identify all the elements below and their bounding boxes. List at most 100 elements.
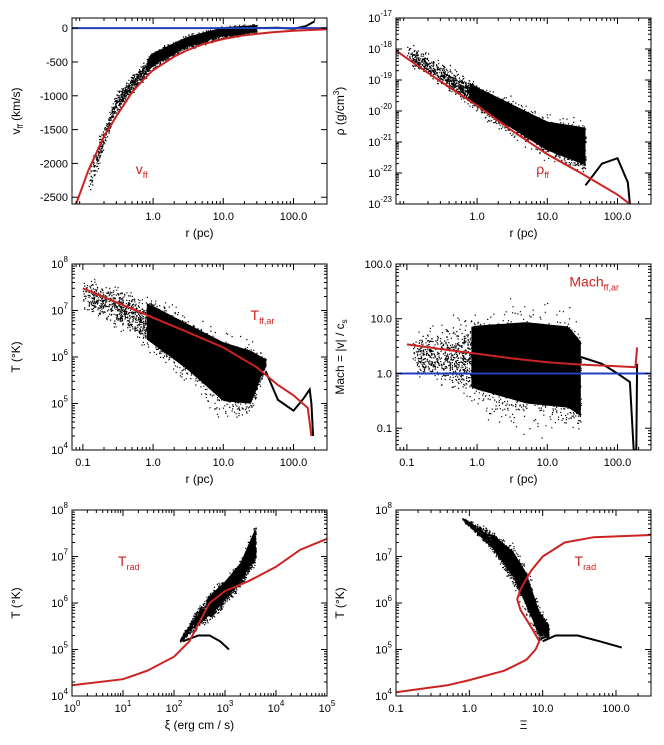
y-tick-label: -500 xyxy=(46,57,68,69)
data-tail xyxy=(584,156,631,204)
x-tick-label: 10.0 xyxy=(537,211,558,223)
y-tick-label: 100.0 xyxy=(364,259,392,271)
x-axis-label: r (pc) xyxy=(186,472,214,486)
data-core xyxy=(492,534,549,637)
data-cloud xyxy=(179,527,257,643)
series-annotation: ρff xyxy=(536,161,549,180)
x-tick-label: 101 xyxy=(115,699,132,715)
x-axis-label: ξ (erg cm / s) xyxy=(165,718,234,732)
series-annotation: vff xyxy=(136,161,148,180)
y-tick-label: 0.1 xyxy=(377,423,392,435)
y-tick-label: 10-19 xyxy=(368,71,392,87)
x-tick-label: 1.0 xyxy=(462,703,477,715)
x-axis-label: Ξ xyxy=(520,718,528,732)
series-annotation: Tff,ar xyxy=(251,307,275,326)
y-tick-label: 10-22 xyxy=(368,164,392,180)
y-tick-label: 10-23 xyxy=(368,195,392,211)
data-tail xyxy=(580,356,639,450)
y-tick-label: 106 xyxy=(375,594,392,610)
chart-p5: 100 101 102 103 104 105 104 105 106 107 108 ξ (erg … xyxy=(9,501,336,732)
x-tick-label: 100 xyxy=(64,699,81,715)
x-tick-label: 0.1 xyxy=(75,457,90,469)
x-tick-label: 1.0 xyxy=(145,211,160,223)
plot-area xyxy=(396,45,631,204)
model-curve xyxy=(72,537,327,687)
y-tick-label: -1000 xyxy=(40,91,68,103)
chart-p6: 0.1 1.0 10.0 100.0 104 105 106 107 108 Ξ T (°K) Tra… xyxy=(333,501,652,732)
y-tick-label: 105 xyxy=(51,641,68,657)
x-axis-label: r (pc) xyxy=(510,472,538,486)
series-annotation: Trad xyxy=(575,553,597,572)
y-tick-label: 108 xyxy=(51,501,68,517)
x-tick-label: 0.1 xyxy=(399,457,414,469)
plot-area xyxy=(396,298,651,450)
y-tick-label: 104 xyxy=(375,687,392,703)
x-tick-label: 102 xyxy=(166,699,183,715)
plot-frame xyxy=(395,509,652,697)
y-tick-label: 107 xyxy=(51,548,68,564)
chart-p2: 1.0 10.0 100.0 10-17 10-18 10-19 10-20 10-21 10-… xyxy=(332,9,652,240)
chart-p1: 1.0 10.0 100.0 0 -500 -1000 -1500 -2000 -2500 r (… xyxy=(9,17,328,240)
y-tick-label: -1500 xyxy=(40,125,68,137)
y-axis-label: T (°K) xyxy=(9,587,23,618)
model-curve xyxy=(406,343,639,369)
data-tail xyxy=(264,370,315,437)
plot-frame xyxy=(71,509,328,697)
x-tick-label: 105 xyxy=(319,699,336,715)
model-curve xyxy=(82,287,313,437)
x-tick-label: 100.0 xyxy=(280,211,308,223)
y-tick-label: 105 xyxy=(51,395,68,411)
model-curve xyxy=(396,49,631,204)
x-tick-label: 0.1 xyxy=(388,703,403,715)
x-tick-label: 100.0 xyxy=(604,457,632,469)
y-axis-label: Mach = |v| / cs xyxy=(333,319,349,394)
x-tick-label: 100.0 xyxy=(604,211,632,223)
data-core xyxy=(471,322,581,417)
y-tick-label: 108 xyxy=(51,255,68,271)
y-tick-label: 104 xyxy=(51,441,68,457)
y-tick-label: 105 xyxy=(375,641,392,657)
x-tick-label: 10.0 xyxy=(213,211,234,223)
chart-p4: 0.1 1.0 10.0 100.0 0.1 1.0 10.0 100.0 r (pc) Mach… xyxy=(333,259,652,486)
x-axis-label: r (pc) xyxy=(186,226,214,240)
x-tick-label: 1.0 xyxy=(469,457,484,469)
plot-area xyxy=(72,527,327,687)
x-axis-label: r (pc) xyxy=(510,226,538,240)
y-tick-label: 10-17 xyxy=(368,9,392,25)
model-curve xyxy=(75,28,327,204)
x-tick-label: 100.0 xyxy=(280,457,308,469)
y-tick-label: 10-20 xyxy=(368,102,392,118)
x-tick-label: 10.0 xyxy=(532,703,553,715)
y-tick-label: 10-18 xyxy=(368,40,392,56)
plot-frame xyxy=(71,17,328,205)
y-tick-label: 107 xyxy=(375,548,392,564)
y-tick-label: 107 xyxy=(51,302,68,318)
series-annotation: Machff,ar xyxy=(569,273,619,292)
series-annotation: Trad xyxy=(118,553,140,572)
y-axis-label: vff (km/s) xyxy=(9,88,25,135)
x-tick-label: 103 xyxy=(217,699,234,715)
x-tick-label: 104 xyxy=(268,699,285,715)
x-tick-label: 10.0 xyxy=(213,457,234,469)
y-tick-label: 104 xyxy=(51,687,68,703)
data-core xyxy=(146,303,266,404)
y-tick-label: -2000 xyxy=(40,158,68,170)
y-tick-label: 0 xyxy=(62,23,68,35)
y-tick-label: 10.0 xyxy=(371,314,392,326)
data-core xyxy=(147,25,257,73)
data-tail xyxy=(182,634,230,651)
plot-area xyxy=(72,20,327,204)
data-core xyxy=(469,82,586,166)
model-curve xyxy=(396,534,651,694)
y-tick-label: 1.0 xyxy=(377,368,392,380)
data-tail xyxy=(542,634,623,649)
x-tick-label: 1.0 xyxy=(145,457,160,469)
y-tick-label: -2500 xyxy=(40,192,68,204)
y-axis-label: ρ (g/cm3) xyxy=(332,87,347,136)
plot-area xyxy=(396,518,651,694)
x-tick-label: 10.0 xyxy=(537,457,558,469)
y-tick-label: 108 xyxy=(375,501,392,517)
y-tick-label: 106 xyxy=(51,348,68,364)
x-tick-label: 1.0 xyxy=(469,211,484,223)
